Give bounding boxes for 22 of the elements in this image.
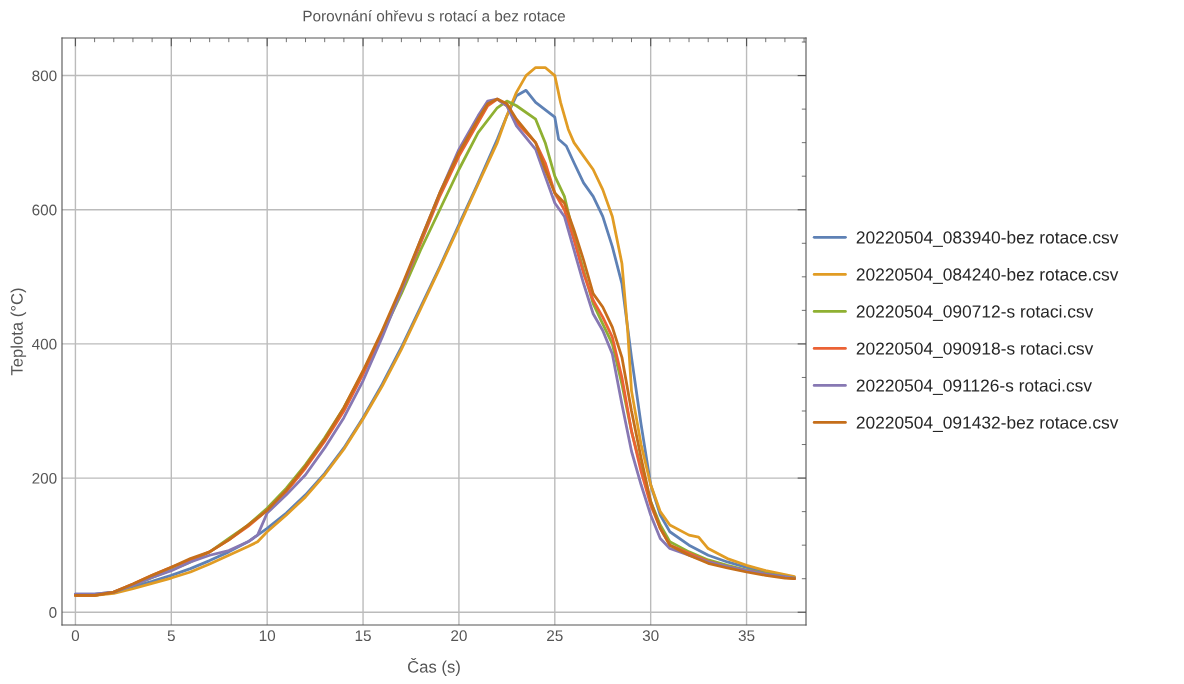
y-tick-label: 600	[32, 204, 57, 216]
x-tick-label: 35	[738, 630, 755, 642]
legend-label: 20220504_083940‐bez rotace.csv	[856, 230, 1119, 247]
y-tick-label: 800	[32, 70, 57, 82]
y-tick-label: 200	[32, 472, 57, 484]
legend-label: 20220504_091126‐s rotaci.csv	[856, 378, 1092, 395]
x-tick-label: 5	[167, 630, 175, 642]
legend-label: 20220504_090918‐s rotaci.csv	[856, 341, 1094, 358]
x-tick-label: 10	[259, 630, 276, 642]
x-tick-label: 30	[642, 630, 659, 642]
x-tick-label: 20	[451, 630, 467, 642]
legend-label: 20220504_091432‐bez rotace.csv	[856, 415, 1119, 432]
legend-label: 20220504_090712‐s rotaci.csv	[856, 304, 1094, 321]
y-axis-title: Teplota (°C)	[10, 288, 27, 376]
x-axis-title: Čas (s)	[408, 657, 460, 676]
x-tick-label: 15	[355, 630, 371, 642]
x-tick-label: 0	[71, 630, 80, 642]
y-tick-label: 400	[32, 338, 57, 350]
legend-label: 20220504_084240‐bez rotace.csv	[856, 267, 1119, 284]
y-tick-label: 0	[49, 607, 57, 618]
chart-title: Porovnání ohřevu s rotací a bez rotace	[303, 10, 565, 22]
x-tick-label: 25	[547, 630, 563, 642]
